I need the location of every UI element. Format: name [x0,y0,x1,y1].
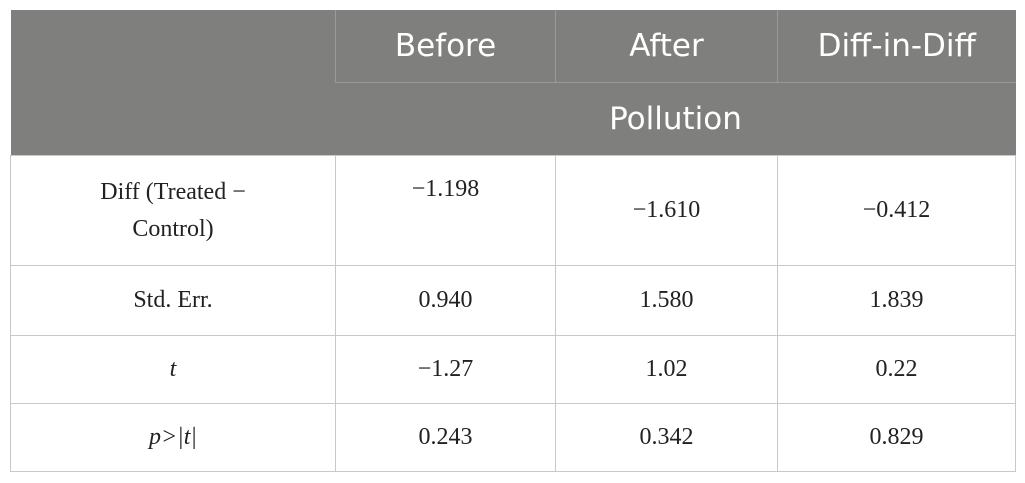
subheader: Pollution [335,82,1016,156]
row-label-text: Diff (Treated − Control) [100,178,246,242]
cell-text: 1.580 [639,287,694,313]
cell-text: −0.412 [862,197,931,223]
cell: 0.243 [335,403,556,472]
column-header: Diff-in-Diff [777,10,1016,83]
row-label: Std. Err. [10,265,336,336]
cell-text: 0.940 [418,287,473,313]
row-label: t [10,335,336,404]
table-row: p>|t| 0.243 0.342 0.829 [10,403,1016,472]
cell: −1.610 [555,155,778,266]
cell: 1.02 [555,335,778,404]
header-corner [10,10,336,156]
row-label: Diff (Treated − Control) [10,155,336,266]
cell-text: −1.198 [411,176,480,202]
cell: −1.27 [335,335,556,404]
table-header: Before After Diff-in-Diff Pollution [10,10,1016,156]
cell: 1.580 [555,265,778,336]
cell-text: 0.243 [418,424,473,450]
cell: 1.839 [777,265,1016,336]
row-label-text: p>|t| [148,424,198,450]
cell-text: −1.27 [417,356,474,382]
column-header: After [555,10,778,83]
table-row: t −1.27 1.02 0.22 [10,335,1016,404]
cell: 0.940 [335,265,556,336]
column-header: Before [335,10,556,83]
table-body: Diff (Treated − Control) −1.198 −1.610 −0.4… [10,155,1016,472]
cell: −1.198 [335,155,556,266]
cell: 0.829 [777,403,1016,472]
row-label: p>|t| [10,403,336,472]
cell: −0.412 [777,155,1016,266]
results-table: Before After Diff-in-Diff Pollution Diff… [10,10,1016,472]
cell-text: 1.02 [645,356,688,382]
row-label-text: Std. Err. [133,287,213,313]
cell-text: −1.610 [632,197,701,223]
cell-text: 1.839 [869,287,924,313]
row-label-text: t [169,356,177,382]
cell: 0.22 [777,335,1016,404]
table-row: Diff (Treated − Control) −1.198 −1.610 −0.4… [10,155,1016,266]
table-row: Std. Err. 0.940 1.580 1.839 [10,265,1016,336]
cell-text: 0.342 [639,424,694,450]
cell-text: 0.829 [869,424,924,450]
cell: 0.342 [555,403,778,472]
cell-text: 0.22 [875,356,918,382]
